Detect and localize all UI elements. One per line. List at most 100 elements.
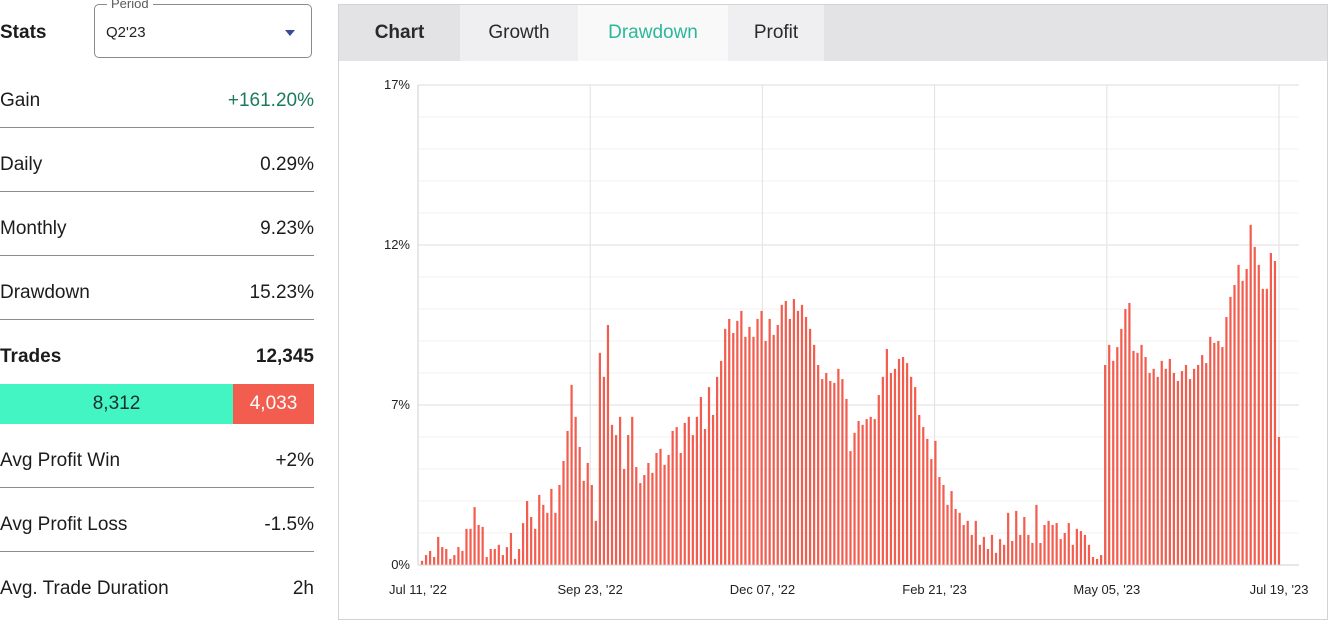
win-loss-bar: 8,312 4,033 xyxy=(0,384,314,424)
drawdown-bar xyxy=(578,446,581,565)
drawdown-bar xyxy=(420,560,424,565)
drawdown-bar xyxy=(1197,365,1200,565)
drawdown-bar xyxy=(784,301,787,565)
drawdown-bar xyxy=(845,398,848,565)
drawdown-bar xyxy=(606,325,610,565)
drawdown-bar xyxy=(720,360,723,565)
drawdown-bar xyxy=(1249,224,1252,565)
drawdown-bar xyxy=(635,467,638,565)
stats-header: Stats Period Q2'23 xyxy=(0,0,314,64)
drawdown-bar xyxy=(861,424,864,565)
drawdown-bar xyxy=(627,435,630,565)
tab-chart[interactable]: Chart xyxy=(374,22,425,43)
drawdown-bar xyxy=(1083,534,1087,565)
drawdown-bar xyxy=(574,416,577,565)
drawdown-bar xyxy=(1112,360,1115,565)
drawdown-bar xyxy=(934,440,937,565)
drawdown-bar xyxy=(901,357,905,565)
drawdown-bar xyxy=(437,536,440,565)
drawdown-bar xyxy=(1095,558,1099,565)
drawdown-bar xyxy=(974,520,977,565)
chart-bars xyxy=(420,224,1281,566)
drawdown-bar xyxy=(1241,280,1244,565)
drawdown-bar xyxy=(736,320,739,565)
stat-row-drawdown: Drawdown 15.23% xyxy=(0,256,314,320)
drawdown-bar xyxy=(562,461,565,565)
drawdown-bar xyxy=(1019,534,1022,565)
drawdown-bar xyxy=(1132,350,1135,565)
x-tick-label: May 05, '23 xyxy=(1073,582,1140,597)
drawdown-bar xyxy=(699,397,703,565)
drawdown-bar xyxy=(1063,533,1066,565)
drawdown-bar xyxy=(1051,525,1054,565)
drawdown-bar xyxy=(570,384,573,565)
drawdown-bar xyxy=(1059,539,1062,565)
drawdown-bar xyxy=(1002,544,1006,565)
drawdown-bar xyxy=(582,480,585,565)
drawdown-bar xyxy=(1007,512,1010,565)
x-tick-label: Dec 07, '22 xyxy=(730,582,795,597)
tab-profit[interactable]: Profit xyxy=(728,5,824,61)
drawdown-bar xyxy=(655,453,658,565)
drawdown-bar xyxy=(1261,288,1264,565)
drawdown-bar xyxy=(1156,376,1159,565)
drawdown-bar xyxy=(509,533,513,565)
drawdown-bar xyxy=(1265,288,1268,565)
drawdown-bar xyxy=(748,326,751,565)
drawdown-bar xyxy=(691,435,694,565)
drawdown-bar xyxy=(598,352,601,565)
y-tick-label: 17% xyxy=(384,77,410,92)
drawdown-bar xyxy=(711,414,715,565)
drawdown-bar xyxy=(893,368,897,565)
winning-trades: 8,312 xyxy=(0,384,233,424)
stat-label: Drawdown xyxy=(0,282,90,303)
stat-value-avg-trade-duration: 2h xyxy=(292,578,314,599)
drawdown-bar xyxy=(857,421,860,565)
drawdown-bar xyxy=(1221,347,1224,565)
period-select[interactable]: Period Q2'23 xyxy=(94,0,312,58)
drawdown-bar xyxy=(1168,358,1171,565)
drawdown-bar xyxy=(477,525,480,565)
stat-label: Gain xyxy=(0,90,41,111)
drawdown-bar xyxy=(938,477,941,565)
drawdown-bar xyxy=(465,528,468,565)
drawdown-bar xyxy=(808,328,812,565)
stat-label: Avg Profit Loss xyxy=(0,514,128,535)
drawdown-bar xyxy=(1148,373,1151,565)
drawdown-bar xyxy=(639,483,642,565)
drawdown-bar xyxy=(594,520,597,565)
drawdown-bar xyxy=(744,336,747,565)
drawdown-bar xyxy=(521,523,525,565)
drawdown-bar xyxy=(776,325,779,565)
tab-growth[interactable]: Growth xyxy=(460,5,578,61)
drawdown-bar xyxy=(825,373,828,565)
drawdown-bar xyxy=(663,464,666,565)
drawdown-bar xyxy=(534,528,537,565)
tab-drawdown[interactable]: Drawdown xyxy=(578,5,728,61)
drawdown-bar xyxy=(922,427,925,565)
drawdown-bar xyxy=(643,475,646,565)
stat-value-trades: 12,345 xyxy=(255,346,314,367)
drawdown-bar xyxy=(1116,347,1119,565)
drawdown-bar xyxy=(978,544,981,565)
drawdown-bar xyxy=(1237,264,1240,565)
drawdown-bar xyxy=(449,558,452,565)
stat-row-trades: Trades 12,345 xyxy=(0,320,314,384)
drawdown-bar xyxy=(424,555,428,565)
drawdown-bar xyxy=(873,419,876,565)
drawdown-bar xyxy=(1100,555,1103,565)
drawdown-bar xyxy=(930,459,933,565)
drawdown-bar xyxy=(1128,302,1131,565)
drawdown-bar xyxy=(618,416,622,565)
drawdown-bar xyxy=(998,539,1002,565)
drawdown-bar xyxy=(918,414,921,565)
drawdown-bar xyxy=(715,376,719,565)
drawdown-bar xyxy=(1152,368,1155,565)
drawdown-bar xyxy=(1176,381,1180,565)
drawdown-bar xyxy=(1192,368,1196,565)
drawdown-bar xyxy=(554,512,557,565)
drawdown-bar xyxy=(1031,542,1034,565)
y-tick-label: 7% xyxy=(391,397,410,412)
chevron-down-icon[interactable] xyxy=(285,30,295,36)
drawdown-bar xyxy=(526,501,529,565)
